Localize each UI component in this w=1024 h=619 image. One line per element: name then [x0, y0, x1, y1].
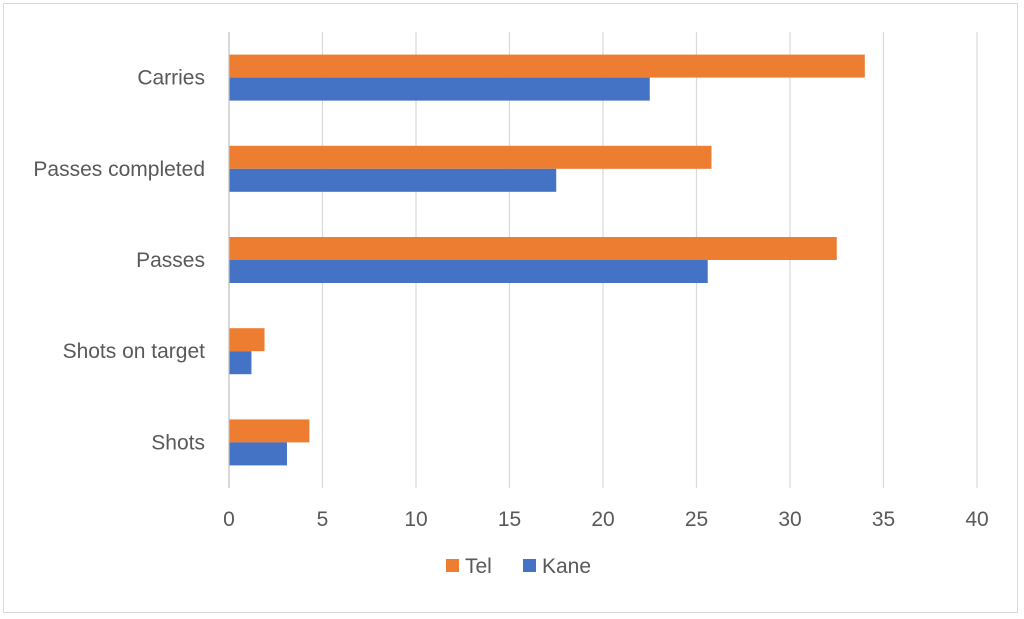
- x-tick-label: 20: [591, 508, 614, 531]
- bar-kane: [229, 168, 557, 192]
- bar-kane: [229, 442, 287, 466]
- category-label: Shots on target: [63, 340, 206, 363]
- category-label: Shots: [151, 431, 205, 454]
- bar-kane: [229, 77, 650, 101]
- x-tick-label: 5: [317, 508, 329, 531]
- bar-tel: [229, 54, 865, 78]
- bars: [229, 54, 865, 466]
- bar-tel: [229, 328, 265, 352]
- x-tick-label: 40: [965, 508, 988, 531]
- legend-swatch-kane: [523, 559, 536, 572]
- bar-kane: [229, 260, 708, 283]
- x-tick-label: 15: [498, 508, 521, 531]
- bar-tel: [229, 145, 712, 169]
- x-tick-label: 25: [685, 508, 708, 531]
- bar-tel: [229, 419, 310, 443]
- legend: Tel Kane: [446, 555, 591, 578]
- category-label: Carries: [137, 67, 205, 90]
- x-tick-label: 0: [223, 508, 235, 531]
- category-labels: Carries Passes completed Passes Shots on ta…: [33, 67, 205, 455]
- legend-label-kane: Kane: [542, 555, 591, 578]
- category-label: Passes completed: [33, 158, 205, 181]
- bar-kane: [229, 351, 252, 375]
- legend-label-tel: Tel: [465, 555, 492, 578]
- x-tick-label: 30: [778, 508, 801, 531]
- chart-frame: Carries Passes completed Passes Shots on ta…: [3, 3, 1018, 613]
- x-tick-label: 35: [872, 508, 895, 531]
- x-tick-labels: 0 5 10 15 20 25 30 35 40: [223, 508, 989, 531]
- category-label: Passes: [136, 249, 205, 272]
- bar-tel: [229, 237, 837, 260]
- bar-chart: Carries Passes completed Passes Shots on ta…: [33, 32, 989, 578]
- x-tick-label: 10: [404, 508, 427, 531]
- legend-swatch-tel: [446, 559, 459, 572]
